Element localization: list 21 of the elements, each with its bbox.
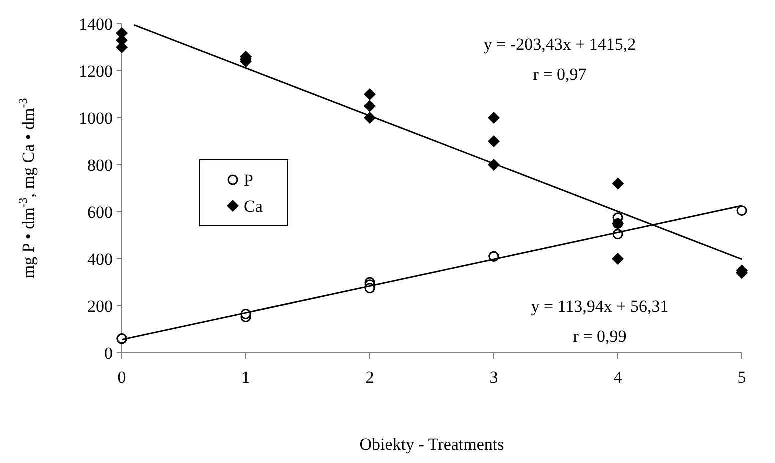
annotation: r = 0,99	[573, 327, 627, 346]
legend-label: Ca	[244, 196, 264, 216]
y-tick-label: 1000	[79, 108, 113, 128]
y-tick-label: 200	[88, 296, 113, 316]
y-tick-label: 1400	[79, 14, 113, 34]
x-tick-label: 5	[738, 368, 746, 387]
x-tick-label: 0	[118, 368, 126, 387]
x-tick-label: 4	[614, 368, 623, 387]
y-tick-label: 1200	[79, 62, 113, 81]
y-tick-label: 800	[88, 156, 113, 175]
x-tick-label: 2	[366, 368, 374, 387]
annotation: y = 113,94x + 56,31	[531, 297, 669, 316]
y-tick-label: 0	[104, 344, 113, 363]
x-tick-label: 3	[490, 368, 498, 387]
annotation: r = 0,97	[533, 65, 588, 84]
y-tick-label: 400	[88, 250, 113, 269]
legend-label: P	[244, 170, 254, 190]
x-tick-label: 1	[242, 368, 250, 387]
annotation: y = -203,43x + 1415,2	[484, 35, 636, 54]
y-tick-label: 600	[88, 202, 113, 222]
x-axis-title: Obiekty - Treatments	[360, 435, 504, 454]
